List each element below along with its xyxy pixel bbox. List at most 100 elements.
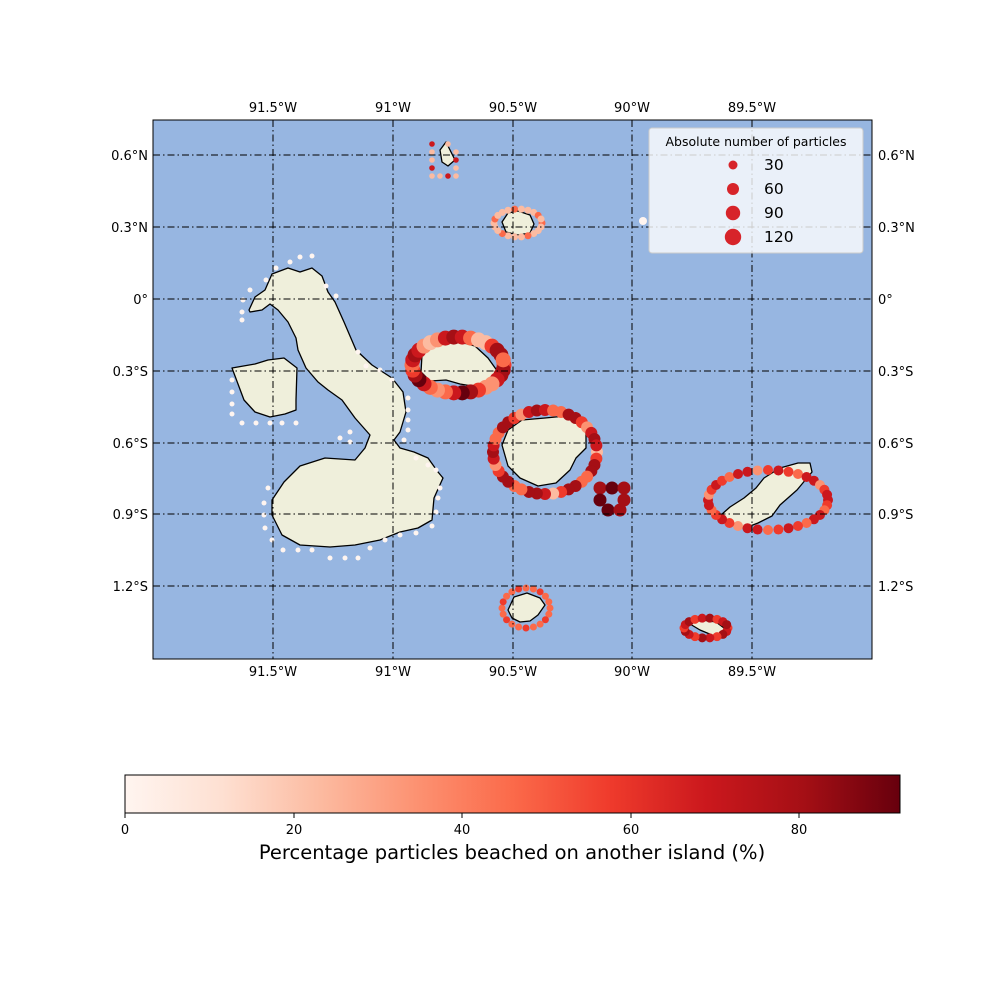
particle-dot	[515, 623, 523, 631]
particle-dot	[279, 420, 285, 426]
particle-dot	[499, 610, 507, 618]
particle-dot	[229, 389, 235, 395]
particle-dot	[763, 525, 773, 535]
legend-marker-120	[724, 228, 742, 246]
particle-dot	[287, 259, 293, 265]
particle-dot	[309, 253, 315, 259]
particle-dot	[613, 503, 627, 517]
y-tick-label-left: 0.3°N	[111, 221, 148, 236]
particle-dot	[240, 297, 246, 303]
particle-dot	[323, 283, 329, 289]
x-tick-label-top: 91°W	[375, 101, 411, 116]
particle-dot	[229, 377, 235, 383]
particle-dot	[261, 512, 267, 518]
particle-dot	[333, 293, 339, 299]
particle-dot	[453, 173, 459, 179]
particle-dot	[530, 230, 538, 238]
y-tick-label-right: 0.3°S	[878, 365, 913, 380]
particle-dot	[504, 206, 512, 214]
particle-dot	[239, 309, 245, 315]
legend-marker-60	[727, 183, 739, 195]
particle-dot	[429, 157, 435, 163]
particle-dot	[508, 588, 516, 596]
particle-dot	[253, 420, 259, 426]
islands	[231, 141, 813, 637]
particle-dot	[593, 481, 607, 495]
particle-dot	[503, 616, 511, 624]
y-tick-label-right: 0.3°N	[878, 221, 915, 236]
particle-dot	[263, 277, 269, 283]
particle-dot	[504, 232, 512, 240]
particle-dot	[453, 165, 459, 171]
particle-dot	[367, 545, 373, 551]
particle-dot	[498, 208, 506, 216]
particle-dot	[267, 420, 273, 426]
particle-dot	[541, 616, 549, 624]
particle-dot	[617, 493, 631, 507]
particle-dot	[515, 585, 523, 593]
particle-dot	[605, 481, 619, 495]
particle-dot	[529, 623, 537, 631]
particle-dot	[793, 469, 803, 480]
particle-dot	[337, 435, 343, 441]
legend-label-30: 30	[764, 156, 784, 174]
particle-dot	[742, 523, 753, 534]
particle-dot	[297, 254, 303, 260]
particle-dot	[261, 500, 267, 506]
island-floreana	[507, 592, 546, 623]
x-tick-label-bottom: 89.5°W	[728, 665, 776, 680]
colorbar-tick-label: 80	[791, 823, 808, 838]
colorbar-tick-label: 60	[623, 823, 640, 838]
particle-dot	[405, 427, 411, 433]
particle-dot	[229, 401, 235, 407]
y-tick-label-left: 0.3°S	[113, 365, 148, 380]
particle-dot	[433, 467, 439, 473]
particle-dot	[522, 584, 530, 592]
map-frame	[152, 119, 873, 660]
colorbar-ticks	[124, 813, 800, 818]
particle-dot	[347, 439, 353, 445]
particle-dot	[783, 523, 794, 534]
y-tick-label-left: 0.6°N	[111, 149, 148, 164]
particle-dot	[801, 472, 812, 483]
particle-dot	[405, 395, 411, 401]
particle-dot	[733, 469, 743, 480]
particle-dot	[522, 624, 530, 632]
particle-dot	[247, 287, 253, 293]
colorbar-tick-label: 20	[286, 823, 303, 838]
particle-dot	[705, 613, 715, 623]
legend-title: Absolute number of particles	[665, 134, 846, 149]
particle-dot	[690, 614, 700, 624]
particle-dot	[763, 465, 773, 475]
particle-dot	[429, 149, 435, 155]
particle-dot	[445, 173, 451, 179]
particle-dot	[752, 524, 763, 535]
particle-dot	[453, 149, 459, 155]
particle-dot	[405, 407, 411, 413]
particle-dot	[722, 620, 732, 630]
particle-dot	[239, 420, 245, 426]
x-tick-label-top: 90.5°W	[489, 101, 537, 116]
legend-label-90: 90	[764, 204, 784, 222]
particle-dot	[293, 420, 299, 426]
particle-dot	[437, 173, 443, 179]
legend-label-120: 120	[764, 228, 794, 246]
particle-dot	[229, 411, 235, 417]
y-tick-label-right: 0.6°S	[878, 437, 913, 452]
particle-dot	[347, 429, 353, 435]
colorbar-label: Percentage particles beached on another …	[259, 841, 765, 864]
particle-dot	[273, 265, 279, 271]
particle-dot	[262, 525, 268, 531]
particle-dot	[697, 633, 707, 643]
particle-dot	[429, 141, 435, 147]
particle-dot	[389, 377, 395, 383]
y-tick-labels-right: 0.6°N 0.3°N 0° 0.3°S 0.6°S 0.9°S 1.2°S	[878, 149, 915, 595]
particle-dot	[724, 517, 735, 528]
particle-dot	[541, 592, 549, 600]
particle-dot	[590, 439, 603, 452]
particle-dot	[355, 349, 361, 355]
y-tick-label-right: 0.6°N	[878, 149, 915, 164]
y-tick-label-right: 0°	[878, 293, 893, 308]
particle-dot	[546, 604, 554, 612]
